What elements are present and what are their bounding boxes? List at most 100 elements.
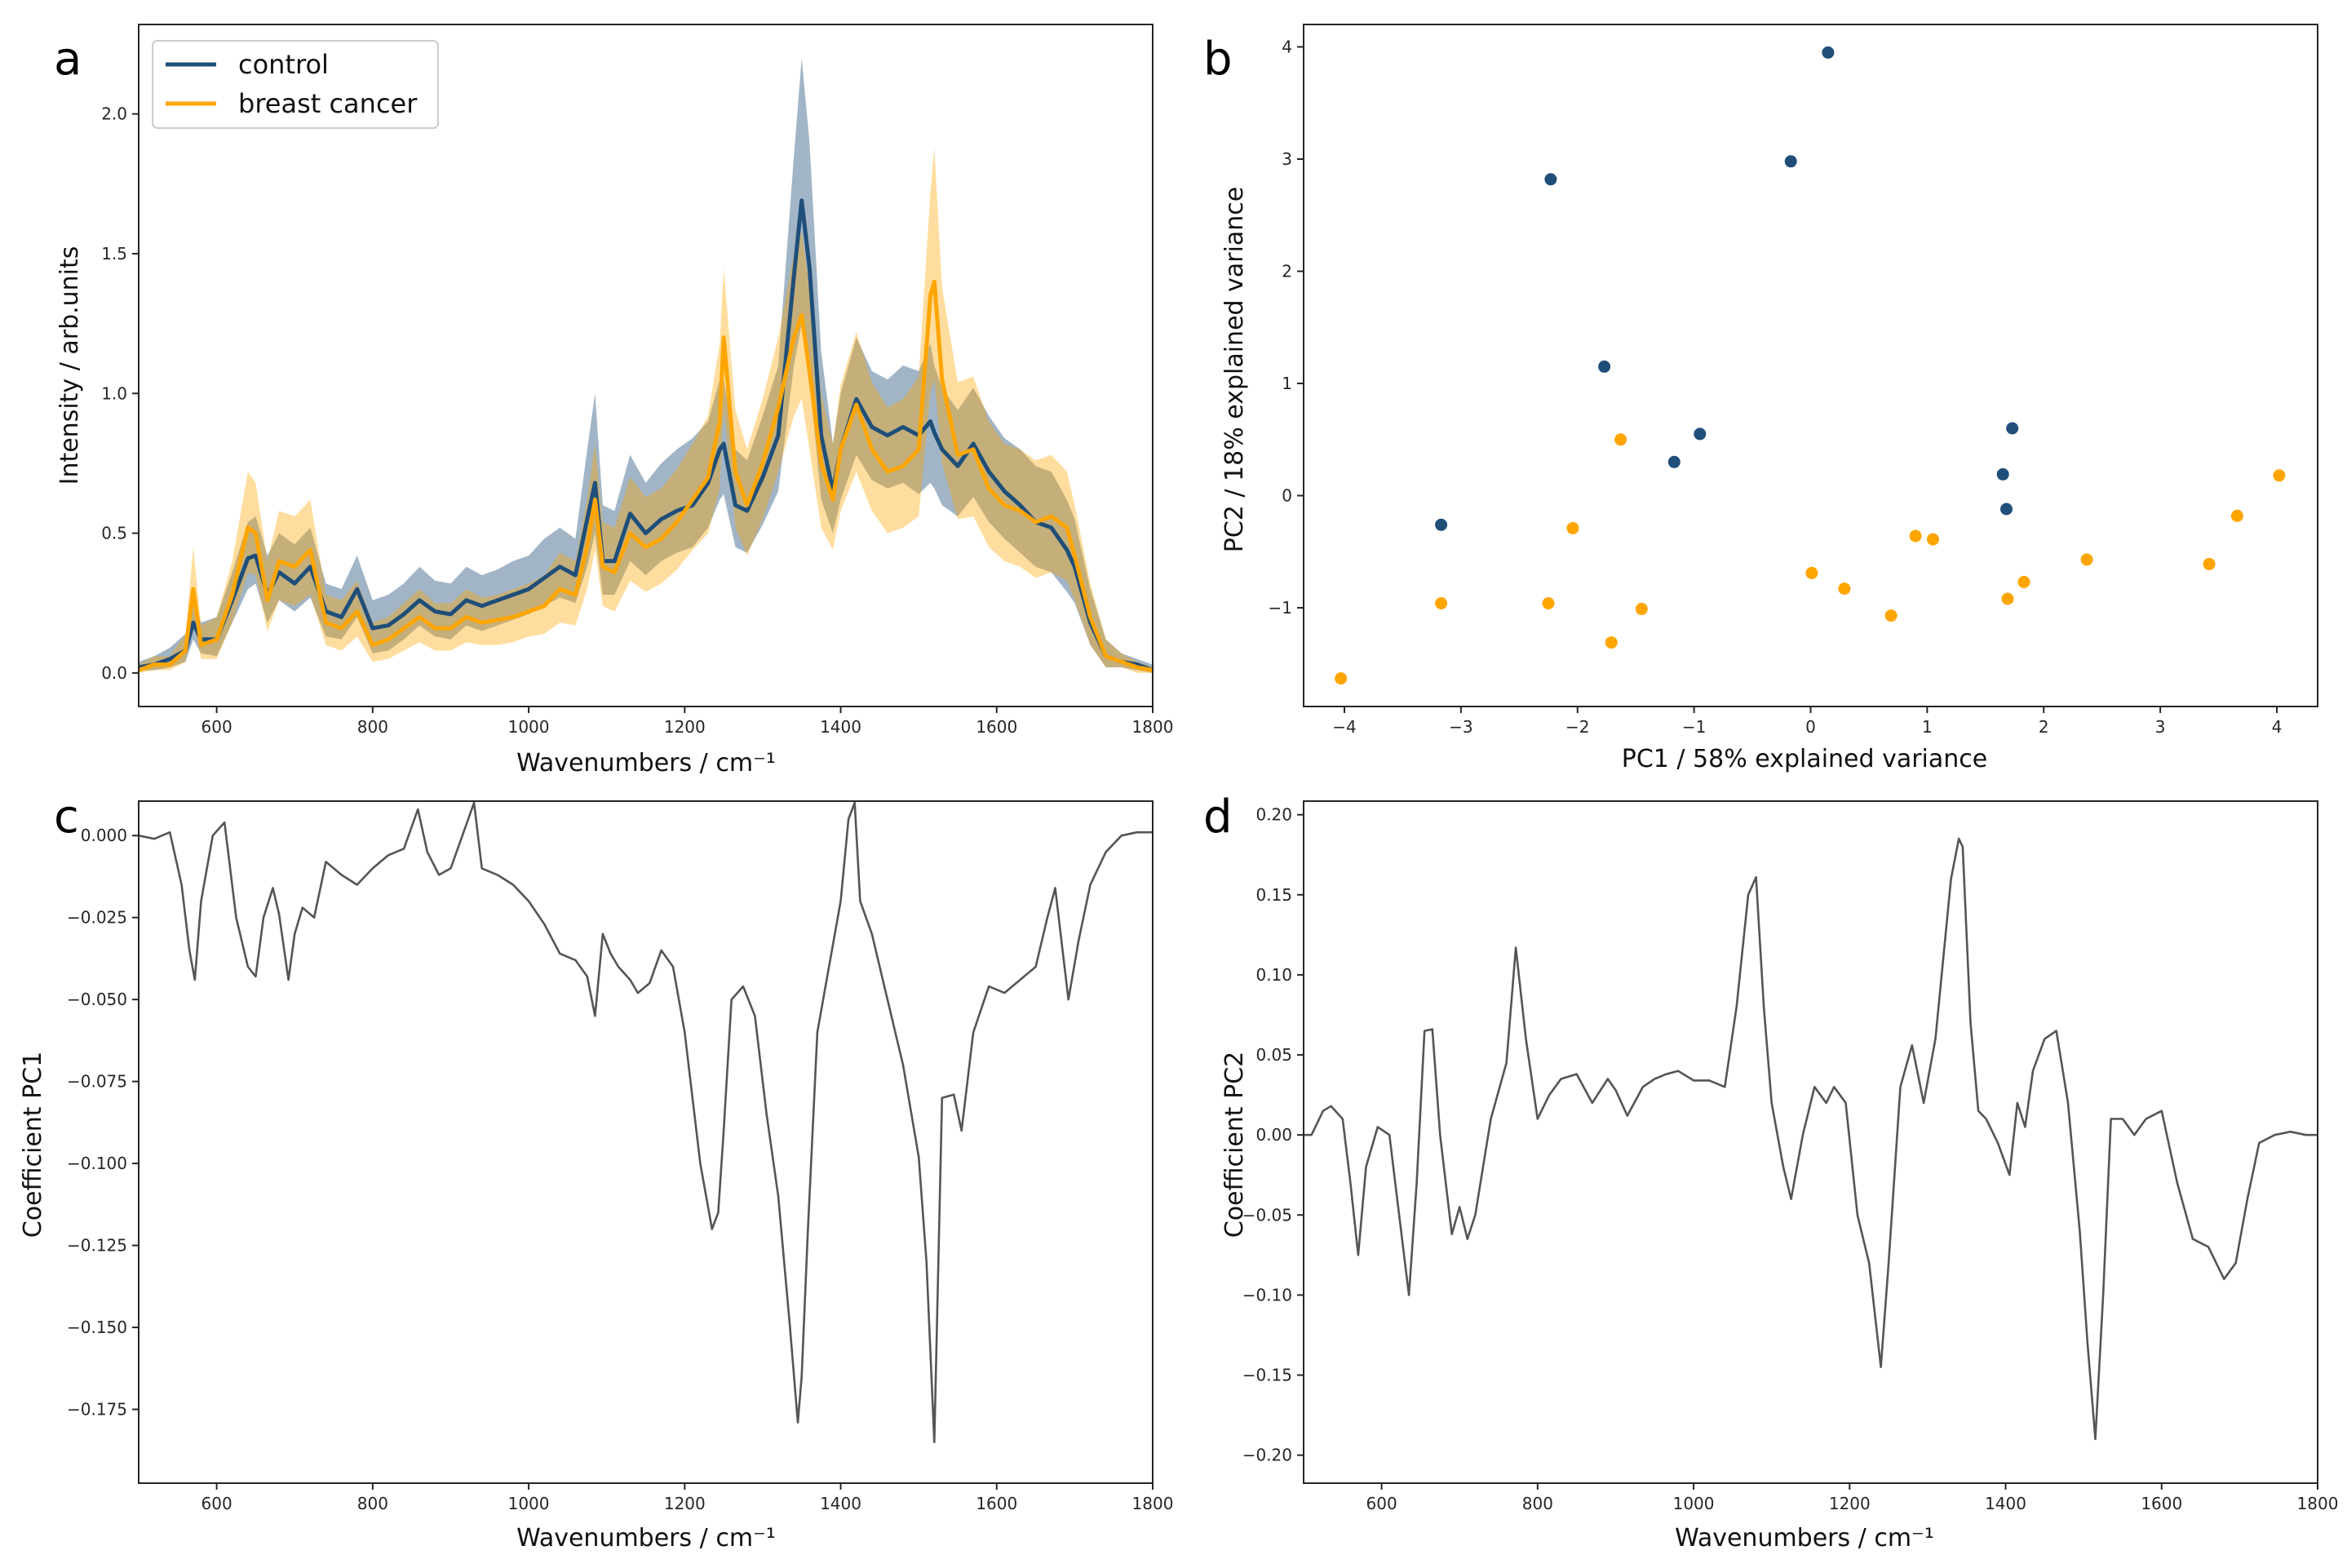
point-b-0-5 <box>1667 455 1681 468</box>
x-tick-label-b-4: 0 <box>1805 717 1816 737</box>
panel-label-b: b <box>1203 33 1233 86</box>
x-tick-label-c-5: 1600 <box>976 1494 1017 1513</box>
x-tick-label-c-0: 600 <box>201 1494 232 1513</box>
y-tick-label-d-0: 0.20 <box>1255 805 1292 825</box>
point-b-1-16 <box>1605 636 1618 649</box>
axes-frame-c <box>138 800 1154 1484</box>
x-tick-label-c-2: 1000 <box>508 1494 550 1513</box>
x-tick-label-d-3: 1200 <box>1829 1494 1871 1513</box>
series-line-a-1 <box>138 279 1154 672</box>
x-axis-label-d: Wavenumbers / cm⁻¹ <box>1675 1524 1934 1552</box>
legend-label-breast-cancer: breast cancer <box>238 88 418 119</box>
y-tick-label-b-1: 0 <box>1282 486 1292 506</box>
point-b-0-0 <box>1822 46 1835 59</box>
x-tick-label-c-1: 800 <box>357 1494 388 1513</box>
y-tick-label-d-6: −0.10 <box>1242 1285 1292 1304</box>
x-tick-label-a-5: 1600 <box>976 717 1017 737</box>
y-tick-label-b-2: 1 <box>1282 374 1292 393</box>
y-axis-label-d: Coefficient PC2 <box>1220 1052 1249 1238</box>
panel-label-c: c <box>54 791 79 844</box>
y-tick-label-d-2: 0.10 <box>1255 965 1292 985</box>
x-tick-label-d-6: 1800 <box>2297 1494 2339 1513</box>
point-b-1-8 <box>1635 602 1648 615</box>
point-b-1-9 <box>1884 609 1898 622</box>
y-tick-label-d-5: −0.05 <box>1242 1205 1292 1225</box>
x-tick-label-d-1: 800 <box>1522 1494 1553 1513</box>
point-b-0-1 <box>1784 155 1797 168</box>
point-b-1-3 <box>1927 533 1939 546</box>
axes-frame-d <box>1303 800 2318 1484</box>
x-tick-label-a-2: 1000 <box>508 717 550 737</box>
point-b-0-8 <box>2000 503 2013 516</box>
point-b-1-15 <box>2273 469 2286 482</box>
y-tick-label-a-3: 1.5 <box>101 244 127 264</box>
axes-frame-b <box>1303 24 2318 707</box>
x-tick-label-d-2: 1000 <box>1673 1494 1715 1513</box>
x-tick-label-b-7: 3 <box>2155 717 2166 737</box>
y-tick-label-d-7: −0.15 <box>1242 1366 1292 1385</box>
x-tick-label-b-6: 2 <box>2039 717 2049 737</box>
legend-box <box>152 40 439 129</box>
panel-c: c 600 800 1000 1200 1400 1600 1800 0.000 −0.025 −… <box>19 791 1173 1552</box>
panel-a: a 600 800 1000 1200 1400 1600 1800 0.0 0.5 1.0 1.5… <box>54 24 1173 777</box>
x-tick-label-b-2: −2 <box>1565 717 1589 737</box>
point-b-1-14 <box>2230 509 2243 522</box>
band-a-1 <box>139 147 1153 673</box>
y-tick-label-b-3: 2 <box>1282 262 1292 281</box>
y-tick-label-b-5: 4 <box>1282 38 1292 57</box>
panel-b: b −4 −3 −2 −1 0 1 2 3 4 −1 0 1 2 3 4 PC1 / 58% explain… <box>1203 24 2318 773</box>
y-tick-label-b-0: −1 <box>1269 598 1292 618</box>
y-tick-label-d-3: 0.05 <box>1255 1045 1292 1065</box>
point-b-0-3 <box>1598 360 1611 373</box>
point-b-1-2 <box>1909 529 1922 543</box>
axes-frame-a <box>138 24 1154 707</box>
x-tick-label-a-6: 1800 <box>1132 717 1174 737</box>
band-a-0 <box>139 58 1153 673</box>
x-tick-label-b-3: −1 <box>1682 717 1706 737</box>
point-b-0-9 <box>1435 518 1448 531</box>
point-b-1-13 <box>2203 557 2216 570</box>
legend-label-control: control <box>238 49 329 80</box>
point-b-0-6 <box>2006 422 2019 435</box>
x-tick-label-a-3: 1200 <box>664 717 706 737</box>
y-tick-label-d-1: 0.15 <box>1255 885 1292 905</box>
x-tick-label-d-5: 1600 <box>2141 1494 2182 1513</box>
y-tick-label-c-6: −0.150 <box>67 1318 127 1337</box>
panel-label-a: a <box>54 33 82 86</box>
y-tick-label-a-1: 0.5 <box>101 524 127 543</box>
y-axis-label-c: Coefficient PC1 <box>19 1052 47 1238</box>
x-tick-label-b-0: −4 <box>1332 717 1356 737</box>
y-tick-label-c-1: −0.025 <box>67 908 127 928</box>
point-b-1-12 <box>2080 553 2093 566</box>
x-axis-label-c: Wavenumbers / cm⁻¹ <box>516 1524 776 1552</box>
y-tick-label-c-7: −0.175 <box>67 1400 127 1420</box>
point-b-1-6 <box>1435 597 1448 609</box>
y-axis-label-b: PC2 / 18% explained variance <box>1220 187 1249 553</box>
y-tick-label-a-4: 2.0 <box>101 104 127 124</box>
x-tick-label-d-0: 600 <box>1366 1494 1397 1513</box>
y-tick-label-c-3: −0.075 <box>67 1072 127 1092</box>
plot-a: 600 800 1000 1200 1400 1600 1800 0.0 0.5 1.0 1.5 2.… <box>101 24 1173 737</box>
point-b-1-1 <box>1566 521 1579 534</box>
x-tick-label-c-3: 1200 <box>664 1494 706 1513</box>
point-b-1-5 <box>1838 582 1851 596</box>
y-tick-label-d-8: −0.20 <box>1242 1446 1292 1465</box>
x-tick-label-a-0: 600 <box>201 717 232 737</box>
y-tick-label-a-2: 1.0 <box>101 383 127 403</box>
point-b-0-7 <box>1996 467 2009 481</box>
series-line-c-0 <box>138 801 1153 1444</box>
point-b-1-7 <box>1542 597 1555 609</box>
y-tick-label-d-4: 0.00 <box>1255 1125 1292 1145</box>
x-axis-label-a: Wavenumbers / cm⁻¹ <box>516 749 776 777</box>
point-b-0-4 <box>1694 427 1707 441</box>
y-tick-label-c-0: 0.000 <box>81 826 127 845</box>
y-tick-label-c-5: −0.125 <box>67 1236 127 1256</box>
panel-d: d 600 800 1000 1200 1400 1600 1800 0.20 0.15 0.10… <box>1203 791 2338 1552</box>
x-tick-label-b-1: −3 <box>1449 717 1472 737</box>
panel-label-d: d <box>1203 791 1233 844</box>
x-tick-label-b-8: 4 <box>2272 717 2283 737</box>
y-tick-label-c-4: −0.100 <box>67 1154 127 1173</box>
y-tick-label-b-4: 3 <box>1282 149 1292 169</box>
point-b-0-2 <box>1544 173 1557 186</box>
